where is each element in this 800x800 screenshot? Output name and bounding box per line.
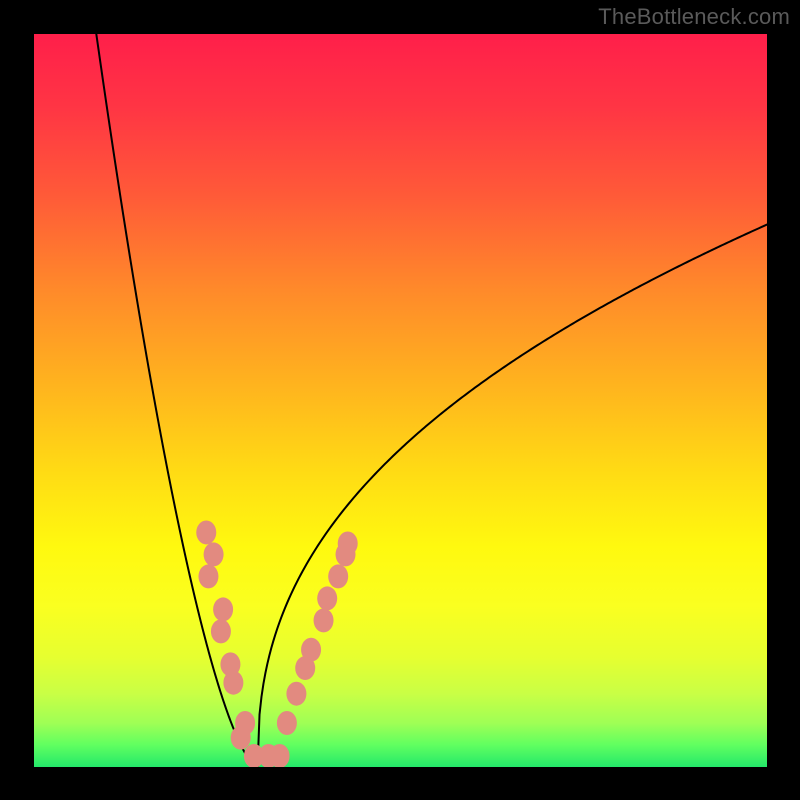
data-marker [231,726,251,750]
plot-background-gradient [34,34,767,767]
data-marker [270,744,290,768]
data-marker [328,564,348,588]
data-marker [317,586,337,610]
data-marker [213,597,233,621]
data-marker [196,520,216,544]
bottleneck-curve-chart [0,0,800,800]
data-marker [198,564,218,588]
data-marker [223,671,243,695]
data-marker [211,619,231,643]
watermark-text: TheBottleneck.com [598,4,790,30]
data-marker [314,608,334,632]
data-marker [277,711,297,735]
data-marker [338,531,358,555]
chart-container: TheBottleneck.com [0,0,800,800]
data-marker [204,542,224,566]
data-marker [286,682,306,706]
data-marker [301,638,321,662]
